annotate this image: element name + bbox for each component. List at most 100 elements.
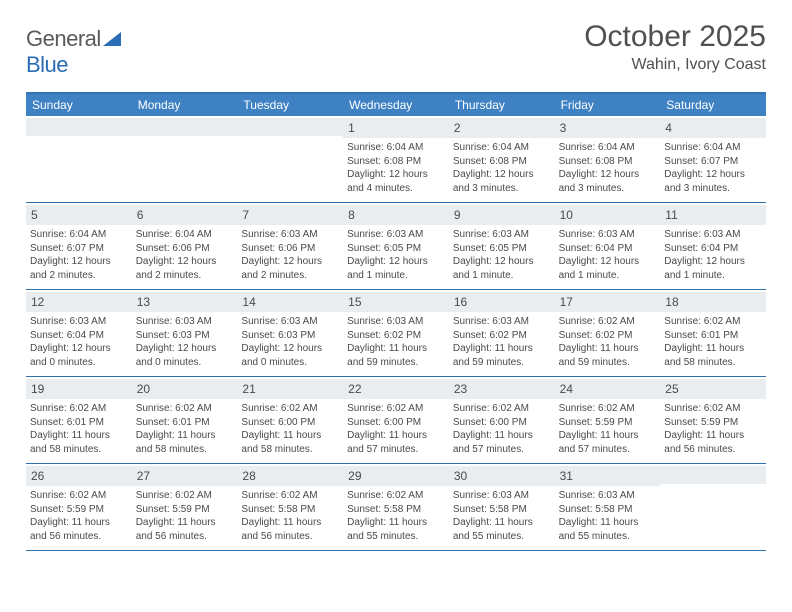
weekday-label: Tuesday	[237, 94, 343, 116]
sunset-line: Sunset: 6:06 PM	[241, 242, 339, 256]
day-number-empty	[237, 118, 343, 136]
day-number: 16	[449, 292, 555, 312]
sunset-line: Sunset: 6:01 PM	[136, 416, 234, 430]
sunset-line: Sunset: 6:02 PM	[347, 329, 445, 343]
day-cell: 31Sunrise: 6:03 AMSunset: 5:58 PMDayligh…	[555, 464, 661, 550]
daylight-line: Daylight: 12 hours and 1 minute.	[453, 255, 551, 282]
sunset-line: Sunset: 6:02 PM	[453, 329, 551, 343]
day-number: 13	[132, 292, 238, 312]
daylight-line: Daylight: 12 hours and 3 minutes.	[559, 168, 657, 195]
sunrise-line: Sunrise: 6:02 AM	[664, 402, 762, 416]
sunrise-line: Sunrise: 6:03 AM	[241, 228, 339, 242]
day-cell: 16 Sunrise: 6:03 AMSunset: 6:02 PMDayligh…	[449, 290, 555, 376]
weekday-label: Friday	[555, 94, 661, 116]
sunrise-line: Sunrise: 6:03 AM	[559, 489, 657, 503]
day-number: 26	[26, 466, 132, 486]
day-number: 22	[343, 379, 449, 399]
day-number: 5	[26, 205, 132, 225]
sunrise-line: Sunrise: 6:02 AM	[30, 489, 128, 503]
day-cell: 21Sunrise: 6:02 AMSunset: 6:00 PMDayligh…	[237, 377, 343, 463]
daylight-line: Daylight: 11 hours and 59 minutes.	[347, 342, 445, 369]
day-number-empty	[660, 466, 766, 484]
daylight-line: Daylight: 11 hours and 56 minutes.	[30, 516, 128, 543]
weeks-container: 1Sunrise: 6:04 AMSunset: 6:08 PMDaylight…	[26, 116, 766, 551]
sunrise-line: Sunrise: 6:02 AM	[347, 489, 445, 503]
sunrise-line: Sunrise: 6:03 AM	[664, 228, 762, 242]
day-cell: 24Sunrise: 6:02 AMSunset: 5:59 PMDayligh…	[555, 377, 661, 463]
day-number: 21	[237, 379, 343, 399]
sunset-line: Sunset: 5:59 PM	[30, 503, 128, 517]
sunset-line: Sunset: 5:59 PM	[559, 416, 657, 430]
day-cell: 17Sunrise: 6:02 AMSunset: 6:02 PMDayligh…	[555, 290, 661, 376]
daylight-line: Daylight: 11 hours and 56 minutes.	[241, 516, 339, 543]
daylight-line: Daylight: 12 hours and 0 minutes.	[136, 342, 234, 369]
daylight-line: Daylight: 12 hours and 2 minutes.	[30, 255, 128, 282]
sunrise-line: Sunrise: 6:03 AM	[453, 228, 551, 242]
daylight-line: Daylight: 11 hours and 55 minutes.	[347, 516, 445, 543]
day-number: 14	[237, 292, 343, 312]
day-number: 17	[555, 292, 661, 312]
sunset-line: Sunset: 5:59 PM	[136, 503, 234, 517]
day-number: 24	[555, 379, 661, 399]
day-cell: 5 Sunrise: 6:04 AMSunset: 6:07 PMDaylight…	[26, 203, 132, 289]
day-cell: 27Sunrise: 6:02 AMSunset: 5:59 PMDayligh…	[132, 464, 238, 550]
daylight-line: Daylight: 11 hours and 59 minutes.	[453, 342, 551, 369]
day-cell: 25Sunrise: 6:02 AMSunset: 5:59 PMDayligh…	[660, 377, 766, 463]
sunrise-line: Sunrise: 6:02 AM	[30, 402, 128, 416]
day-number: 18	[660, 292, 766, 312]
sunrise-line: Sunrise: 6:02 AM	[136, 402, 234, 416]
sunset-line: Sunset: 6:01 PM	[30, 416, 128, 430]
day-cell: 1Sunrise: 6:04 AMSunset: 6:08 PMDaylight…	[343, 116, 449, 202]
sunset-line: Sunset: 6:04 PM	[664, 242, 762, 256]
sunset-line: Sunset: 6:00 PM	[347, 416, 445, 430]
day-number: 29	[343, 466, 449, 486]
week-row: 1Sunrise: 6:04 AMSunset: 6:08 PMDaylight…	[26, 116, 766, 203]
day-cell: 7Sunrise: 6:03 AMSunset: 6:06 PMDaylight…	[237, 203, 343, 289]
daylight-line: Daylight: 11 hours and 57 minutes.	[559, 429, 657, 456]
day-cell: 15Sunrise: 6:03 AMSunset: 6:02 PMDayligh…	[343, 290, 449, 376]
daylight-line: Daylight: 11 hours and 58 minutes.	[241, 429, 339, 456]
day-cell: 10Sunrise: 6:03 AMSunset: 6:04 PMDayligh…	[555, 203, 661, 289]
sunset-line: Sunset: 6:02 PM	[559, 329, 657, 343]
sunrise-line: Sunrise: 6:04 AM	[136, 228, 234, 242]
day-cell: 13 Sunrise: 6:03 AMSunset: 6:03 PMDayligh…	[132, 290, 238, 376]
day-number: 19	[26, 379, 132, 399]
sunrise-line: Sunrise: 6:03 AM	[453, 315, 551, 329]
day-number: 30	[449, 466, 555, 486]
sunset-line: Sunset: 6:00 PM	[453, 416, 551, 430]
daylight-line: Daylight: 12 hours and 4 minutes.	[347, 168, 445, 195]
logo-text-general: General	[26, 26, 101, 51]
day-cell: 6Sunrise: 6:04 AMSunset: 6:06 PMDaylight…	[132, 203, 238, 289]
day-cell: 23Sunrise: 6:02 AMSunset: 6:00 PMDayligh…	[449, 377, 555, 463]
daylight-line: Daylight: 12 hours and 3 minutes.	[453, 168, 551, 195]
sunset-line: Sunset: 6:07 PM	[664, 155, 762, 169]
day-cell: 26 Sunrise: 6:02 AMSunset: 5:59 PMDayligh…	[26, 464, 132, 550]
day-cell: 4Sunrise: 6:04 AMSunset: 6:07 PMDaylight…	[660, 116, 766, 202]
weekday-label: Sunday	[26, 94, 132, 116]
day-cell: 20Sunrise: 6:02 AMSunset: 6:01 PMDayligh…	[132, 377, 238, 463]
page: General Blue October 2025 Wahin, Ivory C…	[0, 0, 792, 571]
sunrise-line: Sunrise: 6:04 AM	[30, 228, 128, 242]
sunrise-line: Sunrise: 6:02 AM	[241, 402, 339, 416]
sunrise-line: Sunrise: 6:02 AM	[241, 489, 339, 503]
day-number: 15	[343, 292, 449, 312]
daylight-line: Daylight: 12 hours and 0 minutes.	[241, 342, 339, 369]
sunrise-line: Sunrise: 6:03 AM	[136, 315, 234, 329]
day-number: 1	[343, 118, 449, 138]
daylight-line: Daylight: 12 hours and 1 minute.	[664, 255, 762, 282]
sunrise-line: Sunrise: 6:04 AM	[664, 141, 762, 155]
day-number: 20	[132, 379, 238, 399]
sunset-line: Sunset: 6:01 PM	[664, 329, 762, 343]
logo-triangle-icon	[103, 32, 121, 46]
sunset-line: Sunset: 6:03 PM	[136, 329, 234, 343]
daylight-line: Daylight: 11 hours and 55 minutes.	[453, 516, 551, 543]
sunset-line: Sunset: 5:58 PM	[559, 503, 657, 517]
day-number: 9	[449, 205, 555, 225]
sunrise-line: Sunrise: 6:02 AM	[664, 315, 762, 329]
weekday-label: Thursday	[449, 94, 555, 116]
day-number: 3	[555, 118, 661, 138]
sunset-line: Sunset: 6:07 PM	[30, 242, 128, 256]
logo: General Blue	[26, 26, 121, 78]
day-number: 27	[132, 466, 238, 486]
sunset-line: Sunset: 5:59 PM	[664, 416, 762, 430]
